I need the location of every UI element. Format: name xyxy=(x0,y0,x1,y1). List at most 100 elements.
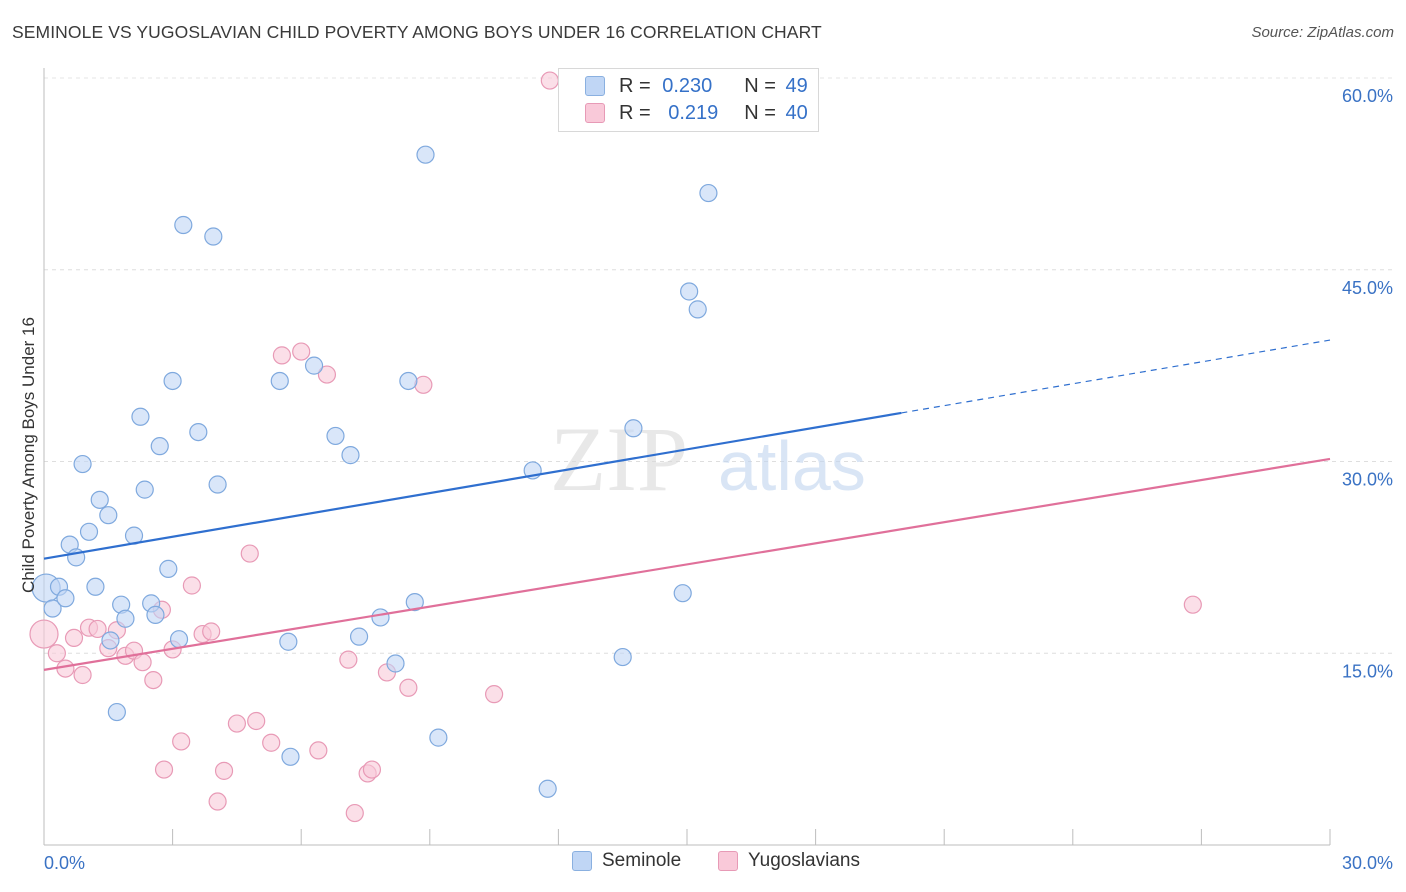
yugoslavians-point xyxy=(362,760,382,779)
seminole-point xyxy=(73,454,92,474)
yugoslavians-point xyxy=(133,653,152,672)
yugoslavians-swatch xyxy=(585,103,605,123)
yugoslavians-point xyxy=(317,365,337,384)
seminole-point xyxy=(341,446,360,465)
yugoslavians-trend-line xyxy=(43,457,1331,671)
correlation-legend: R = 0.230 N = 49 R = 0.219 N = 40 xyxy=(558,68,819,132)
y-tick-label-1: 30.0% xyxy=(1342,470,1393,490)
seminole-point xyxy=(429,728,448,747)
seminole-point xyxy=(699,183,718,203)
yugoslavians-point xyxy=(202,622,221,641)
seminole-point xyxy=(189,422,208,442)
seminole-point xyxy=(204,227,223,246)
seminole-point xyxy=(116,609,135,628)
r-value-yugoslavians: 0.219 xyxy=(668,101,719,124)
seminole-point xyxy=(174,215,193,235)
r-value-seminole: 0.230 xyxy=(662,74,713,97)
yugoslavians-point xyxy=(262,733,281,752)
seminole-point xyxy=(159,559,178,578)
yugoslavians-point xyxy=(154,760,174,779)
yugoslavians-point xyxy=(309,741,328,760)
legend-row-seminole: R = 0.230 N = 49 xyxy=(585,74,808,98)
y-axis-label: Child Poverty Among Boys Under 16 xyxy=(19,317,38,593)
seminole-point xyxy=(281,747,300,766)
seminole-point xyxy=(150,437,169,456)
tick-labels: 15.0% 30.0% 45.0% 60.0% 0.0% 30.0% xyxy=(44,86,1393,873)
seminole-point xyxy=(90,490,109,509)
seminole-trend-line xyxy=(43,411,902,560)
watermark-zip: ZIP xyxy=(550,408,688,510)
trend-lines xyxy=(43,339,1331,671)
yugoslavians-point xyxy=(56,659,75,678)
seminole-point xyxy=(135,480,154,499)
seminole-point xyxy=(101,631,120,650)
yugoslavians-point xyxy=(272,346,292,365)
yugoslavians-point xyxy=(414,375,433,394)
seminole-point xyxy=(131,407,150,426)
r-label: R = xyxy=(619,74,651,97)
seminole-point xyxy=(538,779,557,798)
n-value-yugoslavians: 40 xyxy=(785,101,808,124)
n-value-seminole: 49 xyxy=(785,74,808,97)
yugoslavians-point xyxy=(182,576,201,595)
yugoslavians-point xyxy=(399,678,418,697)
n-label: N = xyxy=(744,74,776,97)
yugoslavians-point xyxy=(73,665,92,685)
grid-lines xyxy=(44,77,1395,654)
bottom-legend-yugoslavians: Yugoslavians xyxy=(718,850,860,872)
yugoslavians-point xyxy=(214,761,234,780)
x-tick-label-0: 0.0% xyxy=(44,853,85,873)
seminole-point xyxy=(673,584,692,603)
yugoslavians-point xyxy=(345,803,364,823)
yugoslavians-point xyxy=(240,544,259,563)
yugoslavians-point xyxy=(47,644,66,663)
x-tick-label-1: 30.0% xyxy=(1342,853,1393,873)
seminole-point xyxy=(146,605,165,625)
seminole-point xyxy=(86,577,105,596)
yugoslavians-point xyxy=(292,342,311,361)
watermark: ZIP atlas xyxy=(550,408,866,510)
seminole-point xyxy=(107,702,126,722)
yugoslavians-point xyxy=(227,714,246,733)
seminole-point xyxy=(208,475,227,494)
seminole-point xyxy=(688,300,707,319)
seminole-trend-extension xyxy=(901,339,1331,414)
seminole-point xyxy=(99,506,118,525)
yugoslavians-point xyxy=(339,650,358,669)
yugoslavians-point xyxy=(247,711,266,731)
y-tick-label-3: 60.0% xyxy=(1342,86,1393,106)
seminole-legend-label: Seminole xyxy=(602,850,682,871)
seminole-point xyxy=(56,589,75,608)
seminole-point xyxy=(326,426,345,446)
seminole-point xyxy=(613,647,632,667)
seminole-point xyxy=(371,608,390,627)
yugoslavians-point xyxy=(540,71,559,90)
source-label: Source: ZipAtlas.com xyxy=(1251,24,1394,41)
seminole-point xyxy=(43,599,62,618)
seminole-legend-swatch xyxy=(572,851,592,871)
yugoslavians-point xyxy=(1183,595,1202,614)
yugoslavians-legend-label: Yugoslavians xyxy=(748,850,860,871)
seminole-point xyxy=(304,356,324,375)
seminole-point xyxy=(680,282,699,301)
watermark-atlas: atlas xyxy=(718,427,866,505)
yugoslavians-legend-swatch xyxy=(718,851,738,871)
yugoslavians-point xyxy=(144,670,163,690)
yugoslavians-point xyxy=(64,628,84,648)
seminole-point xyxy=(163,371,182,391)
seminole-point xyxy=(279,632,298,651)
y-tick-label-0: 15.0% xyxy=(1342,661,1393,681)
seminole-point xyxy=(386,654,405,673)
seminole-point xyxy=(399,371,418,391)
chart-title: SEMINOLE VS YUGOSLAVIAN CHILD POVERTY AM… xyxy=(12,22,822,42)
seminole-point xyxy=(349,627,369,646)
seminole-point xyxy=(405,593,424,612)
legend-row-yugoslavians: R = 0.219 N = 40 xyxy=(585,101,808,125)
data-points xyxy=(29,71,1202,823)
r-label: R = xyxy=(619,101,651,124)
seminole-swatch xyxy=(585,76,605,96)
seminole-point xyxy=(79,522,99,541)
n-label: N = xyxy=(744,101,776,124)
seminole-point xyxy=(416,145,435,164)
y-tick-label-2: 45.0% xyxy=(1342,278,1393,298)
